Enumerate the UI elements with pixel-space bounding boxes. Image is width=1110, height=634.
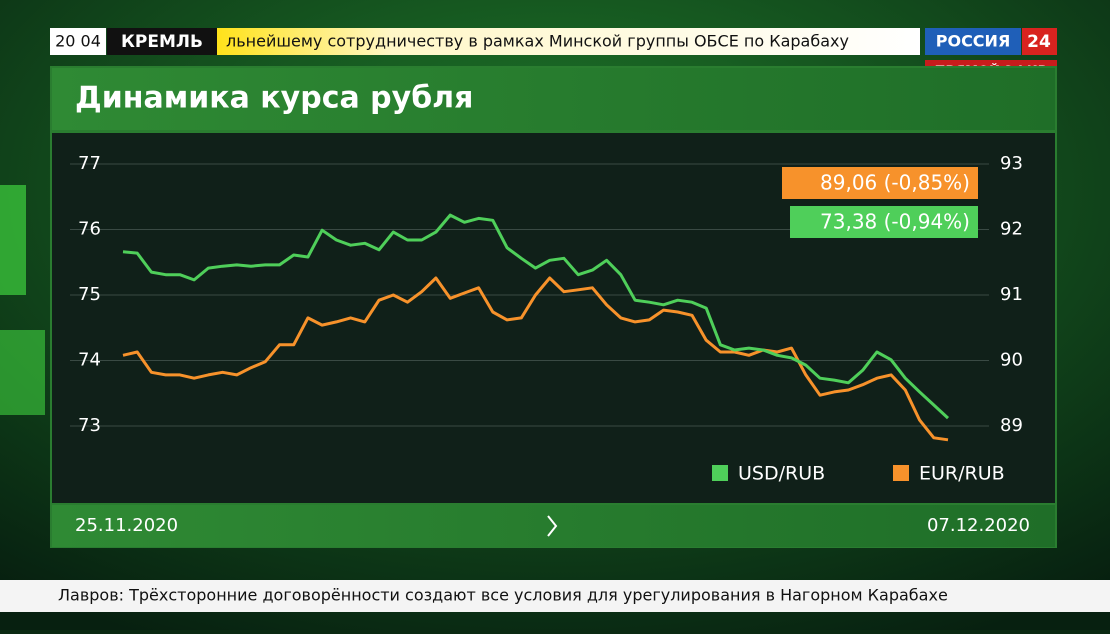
series-line — [122, 276, 949, 442]
y2-tick-label: 90 — [1000, 350, 1023, 371]
deco — [0, 185, 26, 295]
ticker: льнейшему сотрудничеству в рамках Минско… — [226, 32, 849, 51]
x-tick-label: 25.11.2020 — [75, 515, 178, 536]
y2-tick-label: 93 — [1000, 153, 1023, 174]
bottom-ticker-box — [0, 580, 1110, 612]
y-tick-label: 75 — [78, 284, 101, 305]
channel: РОССИЯ — [936, 32, 1011, 51]
bottom-ticker: Лавров: Трёхсторонние договорённости соз… — [58, 586, 948, 605]
annotation: 73,38 (-0,94%) — [820, 210, 970, 234]
y-tick-label: 77 — [78, 153, 101, 174]
y-tick-label: 73 — [78, 415, 101, 436]
y2-tick-label: 89 — [1000, 415, 1023, 436]
annotation-box — [790, 206, 978, 238]
deco — [0, 330, 45, 415]
legend-label: EUR/RUB — [919, 463, 1005, 485]
title-band — [52, 68, 1055, 130]
tag-box — [107, 28, 217, 55]
legend-swatch — [712, 465, 728, 481]
channel-number: 24 — [1027, 32, 1051, 52]
y2-tick-label: 92 — [1000, 219, 1023, 240]
y-tick-label: 76 — [78, 219, 101, 240]
ticker-box — [217, 28, 920, 55]
time-box — [50, 28, 106, 55]
channel-box — [925, 28, 1021, 55]
y-tick-label: 74 — [78, 350, 101, 371]
x-tick-label: 07.12.2020 — [927, 515, 1030, 536]
annotation: 89,06 (-0,85%) — [820, 171, 970, 195]
chart-title: Динамика курса рубля — [75, 81, 473, 116]
time: 20 04 — [55, 32, 101, 51]
y2-tick-label: 91 — [1000, 284, 1023, 305]
arrow-icon — [547, 515, 558, 537]
legend-label: USD/RUB — [738, 463, 825, 485]
footer-band — [52, 505, 1055, 547]
series-line — [122, 213, 950, 420]
legend-swatch — [893, 465, 909, 481]
channel-number-box — [1022, 28, 1057, 55]
tag: КРЕМЛЬ — [121, 32, 203, 52]
annotation-box — [782, 167, 978, 199]
